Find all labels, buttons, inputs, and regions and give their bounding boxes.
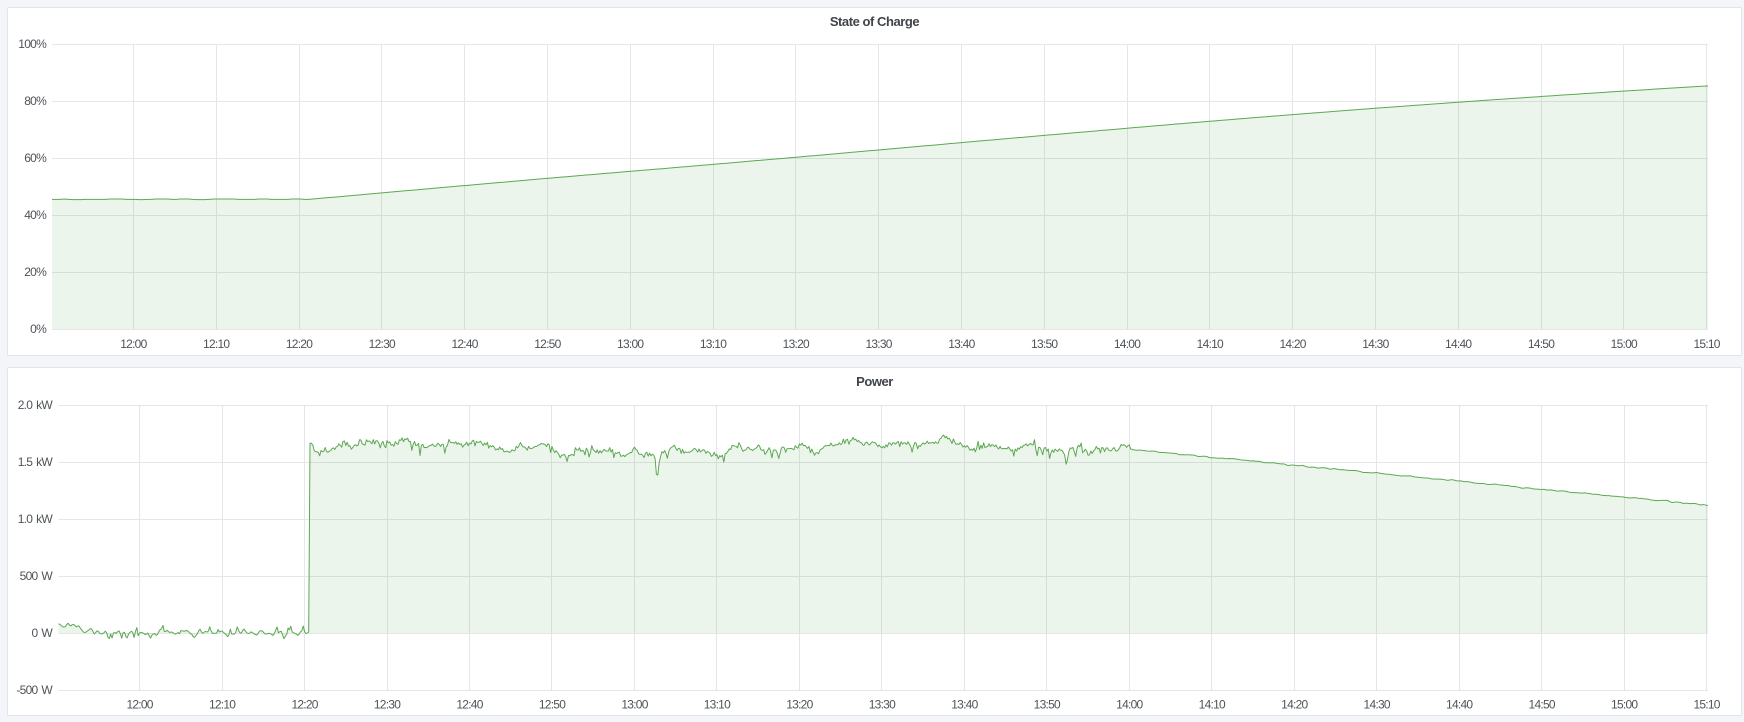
svg-text:14:30: 14:30 bbox=[1364, 698, 1391, 712]
svg-text:14:10: 14:10 bbox=[1199, 698, 1226, 712]
svg-text:14:00: 14:00 bbox=[1116, 698, 1143, 712]
svg-text:14:40: 14:40 bbox=[1445, 337, 1472, 351]
svg-text:14:50: 14:50 bbox=[1528, 337, 1555, 351]
svg-text:12:50: 12:50 bbox=[534, 337, 561, 351]
svg-text:14:30: 14:30 bbox=[1362, 337, 1389, 351]
svg-text:60%: 60% bbox=[24, 151, 47, 165]
svg-text:12:40: 12:40 bbox=[456, 698, 483, 712]
svg-text:12:20: 12:20 bbox=[286, 337, 313, 351]
svg-text:14:10: 14:10 bbox=[1197, 337, 1224, 351]
svg-text:15:10: 15:10 bbox=[1693, 337, 1720, 351]
svg-text:500 W: 500 W bbox=[20, 569, 54, 583]
svg-text:20%: 20% bbox=[24, 265, 47, 279]
svg-text:13:20: 13:20 bbox=[783, 337, 810, 351]
svg-text:14:20: 14:20 bbox=[1279, 337, 1306, 351]
svg-text:13:40: 13:40 bbox=[951, 698, 978, 712]
svg-text:12:10: 12:10 bbox=[209, 698, 236, 712]
svg-text:15:00: 15:00 bbox=[1611, 698, 1638, 712]
svg-text:13:50: 13:50 bbox=[1031, 337, 1058, 351]
svg-text:14:40: 14:40 bbox=[1446, 698, 1473, 712]
svg-text:14:00: 14:00 bbox=[1114, 337, 1141, 351]
svg-text:13:10: 13:10 bbox=[704, 698, 731, 712]
svg-text:2.0 kW: 2.0 kW bbox=[18, 398, 54, 412]
svg-text:13:20: 13:20 bbox=[786, 698, 813, 712]
svg-text:13:40: 13:40 bbox=[948, 337, 975, 351]
svg-text:80%: 80% bbox=[24, 94, 47, 108]
svg-text:1.0 kW: 1.0 kW bbox=[18, 512, 54, 526]
svg-text:-500 W: -500 W bbox=[16, 683, 53, 697]
svg-text:1.5 kW: 1.5 kW bbox=[18, 455, 54, 469]
svg-text:13:00: 13:00 bbox=[617, 337, 644, 351]
svg-text:12:00: 12:00 bbox=[120, 337, 147, 351]
svg-text:0 W: 0 W bbox=[32, 626, 54, 640]
svg-text:12:00: 12:00 bbox=[126, 698, 153, 712]
svg-text:14:20: 14:20 bbox=[1281, 698, 1308, 712]
svg-text:40%: 40% bbox=[24, 208, 47, 222]
svg-text:13:00: 13:00 bbox=[621, 698, 648, 712]
svg-text:15:00: 15:00 bbox=[1611, 337, 1638, 351]
svg-text:12:30: 12:30 bbox=[369, 337, 396, 351]
svg-text:13:30: 13:30 bbox=[869, 698, 896, 712]
svg-text:12:30: 12:30 bbox=[374, 698, 401, 712]
svg-text:100%: 100% bbox=[18, 37, 47, 51]
svg-text:13:50: 13:50 bbox=[1034, 698, 1061, 712]
svg-text:12:20: 12:20 bbox=[291, 698, 318, 712]
svg-text:12:50: 12:50 bbox=[539, 698, 566, 712]
svg-text:12:10: 12:10 bbox=[203, 337, 230, 351]
svg-text:0%: 0% bbox=[30, 322, 47, 336]
svg-text:12:40: 12:40 bbox=[451, 337, 478, 351]
svg-text:13:30: 13:30 bbox=[865, 337, 892, 351]
svg-text:13:10: 13:10 bbox=[700, 337, 727, 351]
svg-text:14:50: 14:50 bbox=[1529, 698, 1556, 712]
svg-text:15:10: 15:10 bbox=[1693, 698, 1720, 712]
